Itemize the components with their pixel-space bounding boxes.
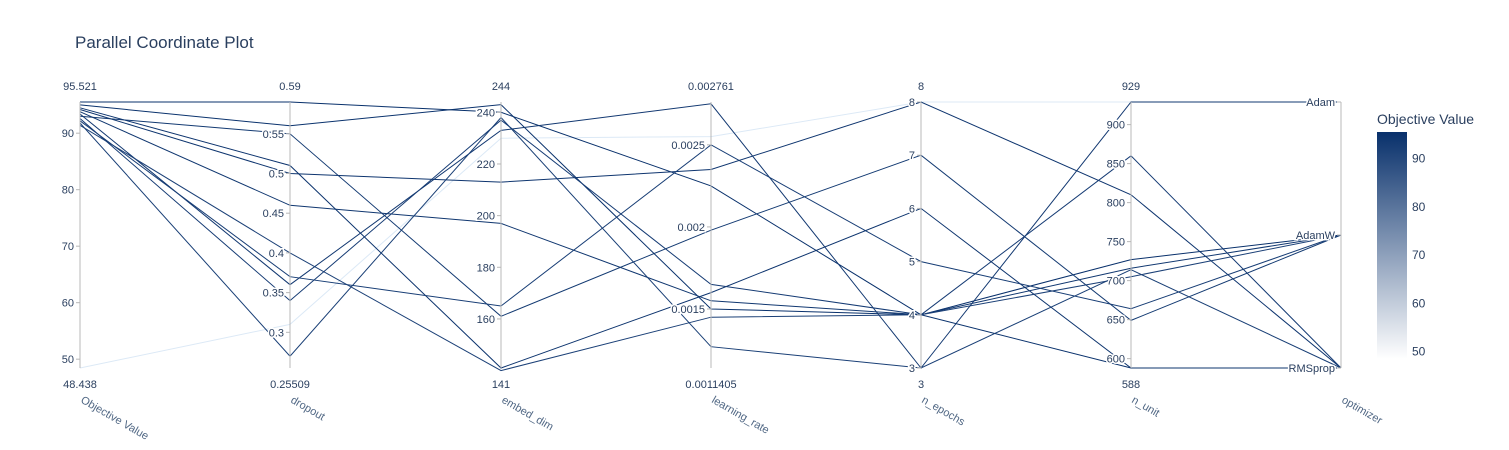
tick-label: 6: [909, 203, 915, 215]
tick-label: 220: [477, 159, 495, 171]
axis-min-label: 48.438: [63, 379, 97, 391]
tick-label: 700: [1107, 276, 1125, 288]
axis-n-unit[interactable]: 600 650 700 750 800 850 900 929 588 n_unit: [1105, 81, 1162, 420]
colorbar-layer: Objective Value 50 60 70 80 90: [1377, 111, 1474, 359]
axes-layer: 50 60 70 80 90 95.521 48.438 Objective Value 0.3…: [60, 81, 1385, 443]
tick-label: AdamW: [1296, 230, 1336, 242]
tick-label: 180: [477, 262, 495, 274]
axis-max-label: 0.002761: [688, 81, 734, 93]
colorbar-tick-label: 80: [1412, 200, 1426, 214]
chart-title: Parallel Coordinate Plot: [75, 33, 254, 52]
tick-label: 0.55: [263, 129, 284, 141]
colorbar-title: Objective Value: [1377, 111, 1474, 127]
axis-name-label: optimizer: [1340, 394, 1385, 427]
tick-label: 160: [477, 314, 495, 326]
tick-label: 90: [62, 128, 74, 140]
tick-label: 240: [477, 107, 495, 119]
tick-label: 7: [909, 150, 915, 162]
axis-dropout[interactable]: 0.3 0.35 0.4 0.45 0.5 0.55 0.59 0.25509 dropout: [261, 81, 327, 423]
tick-label: 650: [1107, 315, 1125, 327]
colorbar-tick-label: 60: [1412, 296, 1426, 310]
tick-label: 3: [909, 363, 915, 375]
axis-min-label: 3: [918, 379, 924, 391]
axis-n-epochs[interactable]: 3 4 5 6 7 88 3 n_epochs: [907, 81, 968, 429]
tick-label: 750: [1107, 237, 1125, 249]
tick-label: 50: [62, 354, 74, 366]
tick-label: 70: [62, 241, 74, 253]
tick-label: 0.35: [263, 288, 284, 300]
tick-label: 0.0025: [671, 140, 705, 152]
tick-label: 8: [909, 97, 915, 109]
tick-label: 5: [909, 257, 915, 269]
axis-min-label: 588: [1122, 379, 1140, 391]
axis-max-label: 95.521: [63, 81, 97, 93]
tick-label: 0.0015: [671, 304, 705, 316]
axis-name-label: Objective Value: [79, 394, 151, 443]
axis-min-label: 0.0011405: [685, 379, 736, 391]
tick-label: 0.3: [269, 327, 284, 339]
axis-learning-rate[interactable]: 0.0015 0.002 0.0025 0.002761 0.0011405 learni…: [670, 81, 772, 437]
colorbar-gradient: [1377, 132, 1407, 359]
colorbar-tick-label: 90: [1412, 152, 1426, 166]
axis-name-label: embed_dim: [500, 394, 556, 433]
axis-min-label: 141: [492, 379, 510, 391]
axis-min-label: 0.25509: [270, 379, 310, 391]
tick-label: 900: [1107, 120, 1125, 132]
axis-name-label: dropout: [289, 394, 327, 423]
colorbar-tick-label: 70: [1412, 248, 1426, 262]
axis-name-label: n_unit: [1130, 394, 1162, 419]
axis-name-label: learning_rate: [710, 394, 772, 437]
axis-name-label: n_epochs: [920, 394, 968, 428]
tick-label: 200: [477, 211, 495, 223]
tick-label: 0.4: [269, 248, 284, 260]
colorbar-tick-label: 50: [1412, 344, 1426, 358]
axis-max-label: 244: [492, 81, 510, 93]
axis-max-label: 8: [918, 81, 924, 93]
tick-label: 80: [62, 185, 74, 197]
tick-label: 600: [1107, 354, 1125, 366]
axis-optimizer[interactable]: RMSprop AdamW Adam optimizer: [1287, 96, 1385, 428]
tick-label: 60: [62, 298, 74, 310]
axis-max-label: 929: [1122, 81, 1140, 93]
tick-label: 800: [1107, 198, 1125, 210]
tick-label: 0.45: [263, 208, 284, 220]
tick-label: 850: [1107, 159, 1125, 171]
tick-label: Adam: [1306, 97, 1335, 109]
tick-label: 0.5: [269, 168, 284, 180]
tick-label: RMSprop: [1289, 363, 1335, 375]
axis-max-label: 0.59: [279, 81, 300, 93]
tick-label: 0.002: [677, 222, 705, 234]
tick-label: 4: [909, 310, 915, 322]
